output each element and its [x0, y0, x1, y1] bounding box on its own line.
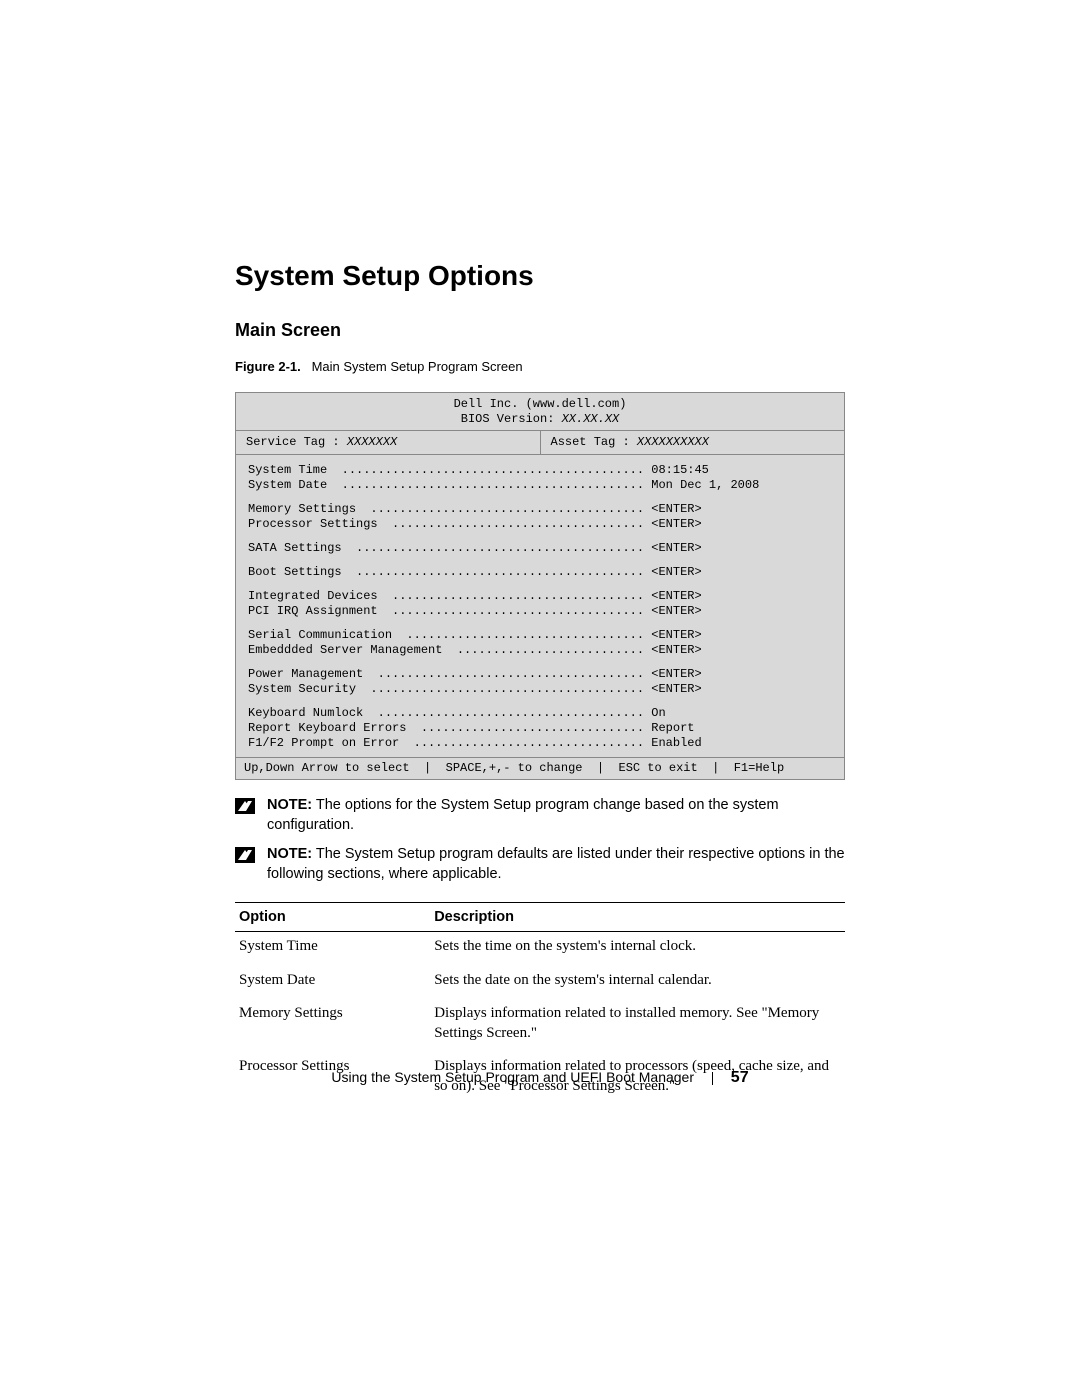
- table-row: System DateSets the date on the system's…: [235, 966, 845, 1000]
- description-cell: Displays information related to installe…: [430, 999, 845, 1052]
- note-icon: [235, 798, 255, 814]
- bios-row: System Security ........................…: [248, 682, 832, 697]
- bios-footer: Up,Down Arrow to select | SPACE,+,- to c…: [236, 757, 844, 779]
- bios-footer-exit: ESC to exit: [619, 761, 698, 776]
- bios-row: Memory Settings ........................…: [248, 502, 832, 517]
- bios-row: F1/F2 Prompt on Error ..................…: [248, 736, 832, 751]
- asset-tag-label: Asset Tag :: [551, 435, 630, 449]
- bios-row: Report Keyboard Errors .................…: [248, 721, 832, 736]
- figure-caption: Figure 2-1. Main System Setup Program Sc…: [235, 359, 845, 374]
- bios-header: Dell Inc. (www.dell.com) BIOS Version: X…: [236, 393, 844, 431]
- bios-screenshot: Dell Inc. (www.dell.com) BIOS Version: X…: [235, 392, 845, 780]
- bios-body: System Time ............................…: [236, 455, 844, 757]
- footer-page-number: 57: [731, 1069, 749, 1086]
- description-cell: Sets the date on the system's internal c…: [430, 966, 845, 1000]
- table-header-description: Description: [430, 903, 845, 932]
- footer-text: Using the System Setup Program and UEFI …: [331, 1069, 694, 1085]
- bios-row: SATA Settings ..........................…: [248, 541, 832, 556]
- bios-row: PCI IRQ Assignment .....................…: [248, 604, 832, 619]
- section-heading: Main Screen: [235, 320, 845, 341]
- description-cell: Sets the time on the system's internal c…: [430, 932, 845, 966]
- service-tag-label: Service Tag :: [246, 435, 340, 449]
- bios-row: Embeddded Server Management ............…: [248, 643, 832, 658]
- bios-version-label: BIOS Version:: [461, 412, 555, 426]
- note-text: NOTE: The System Setup program defaults …: [267, 845, 845, 884]
- bios-version-value: XX.XX.XX: [562, 412, 620, 426]
- bios-version-line: BIOS Version: XX.XX.XX: [236, 412, 844, 427]
- bios-row: Processor Settings .....................…: [248, 517, 832, 532]
- asset-tag-value: XXXXXXXXXX: [637, 435, 709, 449]
- note: NOTE: The System Setup program defaults …: [235, 845, 845, 884]
- bios-row: Boot Settings ..........................…: [248, 565, 832, 580]
- note-icon: [235, 847, 255, 863]
- bios-row: Serial Communication ...................…: [248, 628, 832, 643]
- bios-tag-row: Service Tag : XXXXXXX Asset Tag : XXXXXX…: [236, 431, 844, 455]
- option-cell: System Time: [235, 932, 430, 966]
- table-header-option: Option: [235, 903, 430, 932]
- bios-service-tag: Service Tag : XXXXXXX: [236, 431, 541, 454]
- bios-row: Integrated Devices .....................…: [248, 589, 832, 604]
- page-footer: Using the System Setup Program and UEFI …: [0, 1069, 1080, 1087]
- bios-asset-tag: Asset Tag : XXXXXXXXXX: [541, 431, 845, 454]
- note-text: NOTE: The options for the System Setup p…: [267, 796, 845, 835]
- bios-footer-nav: Up,Down Arrow to select: [244, 761, 410, 776]
- bios-footer-change: SPACE,+,- to change: [446, 761, 583, 776]
- bios-row: System Date ............................…: [248, 478, 832, 493]
- table-row: Memory SettingsDisplays information rela…: [235, 999, 845, 1052]
- service-tag-value: XXXXXXX: [347, 435, 397, 449]
- option-cell: System Date: [235, 966, 430, 1000]
- footer-separator: [712, 1072, 713, 1085]
- option-cell: Memory Settings: [235, 999, 430, 1052]
- figure-caption-label: Figure 2-1.: [235, 359, 301, 374]
- bios-row: Keyboard Numlock .......................…: [248, 706, 832, 721]
- table-row: System TimeSets the time on the system's…: [235, 932, 845, 966]
- figure-caption-text: Main System Setup Program Screen: [312, 359, 523, 374]
- bios-footer-help: F1=Help: [734, 761, 784, 776]
- note: NOTE: The options for the System Setup p…: [235, 796, 845, 835]
- bios-row: Power Management .......................…: [248, 667, 832, 682]
- page-title: System Setup Options: [235, 260, 845, 292]
- bios-company: Dell Inc. (www.dell.com): [236, 397, 844, 412]
- bios-row: System Time ............................…: [248, 463, 832, 478]
